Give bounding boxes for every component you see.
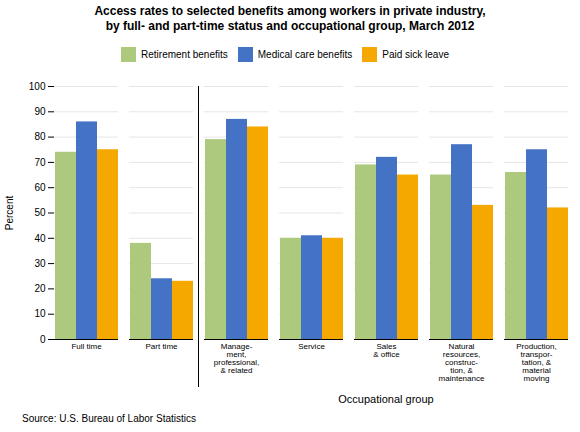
svg-text:60: 60 <box>34 182 46 193</box>
html-text:Medical care benefits: Medical care benefits <box>257 49 353 60</box>
svg-text:20: 20 <box>34 283 46 294</box>
svg-text:0: 0 <box>40 334 46 345</box>
svg-text:Manage-ment,professional,& rel: Manage-ment,professional,& related <box>214 342 259 375</box>
svg-text:Naturalresources,construc-tion: Naturalresources,construc-tion, &mainten… <box>439 342 485 383</box>
svg-text:Part time: Part time <box>145 342 178 351</box>
svg-text:Full time: Full time <box>71 342 102 351</box>
svg-text:40: 40 <box>34 233 46 244</box>
svg-text:Percent: Percent <box>4 196 15 231</box>
html-text:Retirement benefits: Retirement benefits <box>141 49 228 60</box>
html-text:Paid sick leave: Paid sick leave <box>382 49 449 60</box>
svg-text:Sales& office: Sales& office <box>373 342 400 359</box>
svg-text:10: 10 <box>34 308 46 319</box>
html-text:Source: U.S. Bureau of Labor S: Source: U.S. Bureau of Labor Statistics <box>22 413 196 424</box>
svg-text:70: 70 <box>34 157 46 168</box>
svg-text:Service: Service <box>298 342 325 351</box>
svg-text:30: 30 <box>34 258 46 269</box>
svg-text:80: 80 <box>34 131 46 142</box>
svg-text:Occupational group: Occupational group <box>338 393 433 405</box>
svg-text:Production,transpor-tation, &m: Production,transpor-tation, &materialmov… <box>516 342 556 383</box>
html-text:Access rates to selected benef: Access rates to selected benefits among … <box>94 4 486 18</box>
svg-text:100: 100 <box>29 81 46 92</box>
svg-text:50: 50 <box>34 207 46 218</box>
html-text:by full- and part-time status: by full- and part-time status and occupa… <box>105 19 475 33</box>
svg-text:90: 90 <box>34 106 46 117</box>
